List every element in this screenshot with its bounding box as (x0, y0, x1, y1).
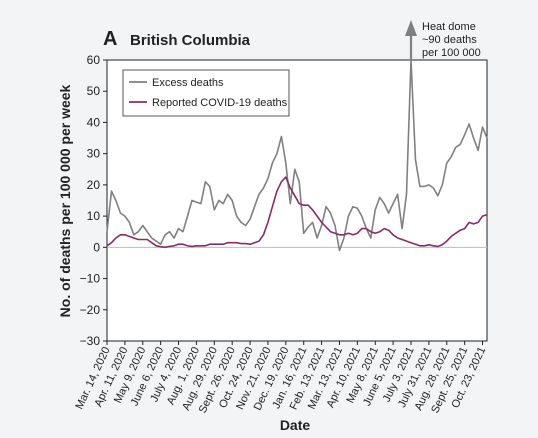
legend: Excess deaths Reported COVID-19 deaths (122, 69, 290, 117)
series-layer (106, 59, 488, 252)
panel-letter: A (103, 28, 117, 50)
series-line-excess-deaths (106, 59, 488, 252)
annotation-line: ~90 deaths (422, 34, 477, 46)
annotation-arrow (405, 20, 417, 60)
y-tick-label: 40 (87, 115, 101, 129)
y-tick-label: 10 (87, 209, 101, 223)
y-tick-label: 60 (87, 53, 101, 67)
y-tick-label: −30 (80, 334, 101, 348)
y-tick-label: 0 (93, 240, 100, 254)
y-tick-label: 30 (87, 147, 101, 161)
y-tick-label: 20 (87, 178, 101, 192)
chart-title: British Columbia (130, 32, 251, 49)
legend-label-excess: Excess deaths (152, 77, 224, 89)
y-axis: 60 50 40 30 20 10 0 −10 −20 −30 (80, 53, 107, 348)
y-tick-label: −20 (80, 303, 101, 317)
annotation-line: per 100 000 (422, 47, 481, 59)
y-tick-label: 50 (87, 84, 101, 98)
legend-label-covid: Reported COVID-19 deaths (152, 97, 288, 109)
x-axis-title: Date (280, 417, 311, 433)
legend-box (122, 69, 290, 117)
y-tick-label: −10 (80, 272, 101, 286)
annotation-line: Heat dome (422, 21, 476, 33)
series-line-covid-deaths (106, 176, 488, 249)
annotation: Heat dome ~90 deaths per 100 000 (422, 21, 481, 59)
y-axis-title: No. of deaths per 100 000 per week (57, 84, 73, 317)
annotation-arrow-head (405, 20, 417, 36)
